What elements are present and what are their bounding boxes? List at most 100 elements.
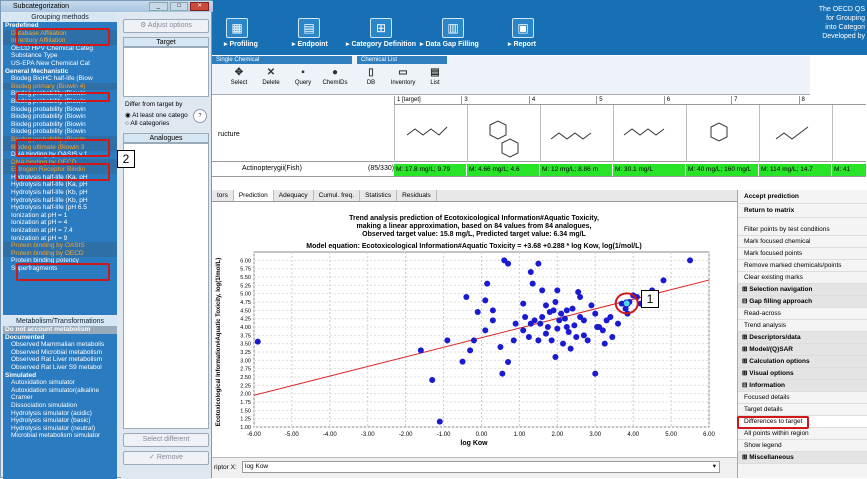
close-icon[interactable]: ✕ — [190, 2, 210, 11]
list-item[interactable]: Hydrolysis half-life (pH 6.5 — [11, 204, 87, 212]
list-button[interactable]: ▤ List — [430, 67, 440, 87]
delete-button[interactable]: ✕ Delete — [262, 67, 280, 87]
remove-marked[interactable]: Remove marked chemicals/points — [738, 260, 867, 272]
descriptor-select[interactable]: log Kow ▾ — [242, 461, 720, 473]
data-cell[interactable]: M: 4.66 mg/L; 4.6 — [467, 164, 539, 176]
filter-points[interactable]: Filter points by test conditions — [738, 224, 867, 236]
structure-cell[interactable] — [759, 105, 832, 162]
all-points-within-region[interactable]: All points within region — [738, 428, 867, 440]
maximize-icon[interactable]: □ — [169, 2, 189, 11]
chemids-button[interactable]: ● ChemIDs — [322, 67, 348, 87]
data-gap-filling-tab[interactable]: ▸ Data Gap Filling — [420, 41, 479, 48]
category-definition-icon[interactable]: ⊞ — [370, 18, 392, 38]
analogues-box[interactable] — [123, 143, 209, 429]
target-details[interactable]: Target details — [738, 404, 867, 416]
structure-cell[interactable] — [467, 105, 540, 162]
list-item[interactable]: Hydrolysis simulator (neutral) — [11, 424, 96, 432]
tab-adequacy[interactable]: Adequacy — [274, 190, 314, 201]
list-item[interactable]: Ionization at pH = 9 — [11, 234, 68, 242]
list-item[interactable]: Predefined — [5, 22, 39, 29]
column-header[interactable]: 8 — [798, 96, 866, 104]
list-item[interactable]: Hydrolysis half-life (Kb, pH — [11, 196, 88, 204]
list-item[interactable]: Documented — [5, 333, 45, 341]
list-item[interactable]: Dissociation simulation — [11, 401, 78, 409]
select-different-button[interactable]: Select different — [123, 433, 209, 447]
list-item[interactable]: Hydrolysis simulator (basic) — [11, 417, 91, 425]
remove-button[interactable]: ✓ Remove — [123, 451, 209, 465]
list-item[interactable]: Hydrolysis half-life (Ka, pH — [11, 181, 88, 189]
option-all-categories[interactable]: ○ All categories — [125, 120, 170, 127]
data-gap-filling-icon[interactable]: ▥ — [442, 18, 464, 38]
section-gap-filling[interactable]: ⊟ Gap filling approach — [738, 296, 867, 308]
tab-statistics[interactable]: Statistics — [360, 190, 398, 201]
tab-cumul-freq[interactable]: Cumul. freq. — [314, 190, 361, 201]
section-selection-navigation[interactable]: ⊞ Selection navigation — [738, 284, 867, 296]
structure-cell[interactable] — [394, 105, 467, 162]
list-item[interactable]: Simulated — [5, 371, 37, 379]
section-visual[interactable]: ⊞ Visual options — [738, 368, 867, 380]
section-model[interactable]: ⊞ Model/(Q)SAR — [738, 344, 867, 356]
structure-cell[interactable] — [686, 105, 759, 162]
list-item[interactable]: Ionization at pH = 4 — [11, 219, 68, 227]
data-cell[interactable]: M: 12 mg/L; 8.86 m — [540, 164, 612, 176]
list-item[interactable]: Observed Rat Liver S9 metabol — [11, 363, 102, 371]
endpoint-tab[interactable]: ▸ Endpoint — [292, 41, 328, 48]
list-item[interactable]: Hydrolysis half-life (Kb, pH — [11, 189, 88, 197]
profiling-icon[interactable]: ▦ — [226, 18, 248, 38]
list-item[interactable]: Estrogen Receptor Bindin — [3, 166, 117, 174]
list-item[interactable]: General Mechanistic — [5, 67, 69, 75]
list-item[interactable]: Biodeg BioHC half-life (Biow — [11, 75, 93, 83]
adjust-options-button[interactable]: ⚙ Adjust options — [123, 19, 209, 33]
list-item[interactable]: Hydrolysis half-life (Ka, pH — [11, 173, 88, 181]
category-definition-tab[interactable]: ▸ Category Definition — [346, 41, 417, 48]
data-cell[interactable]: M: 17.8 mg/L; 9.79 — [394, 164, 466, 176]
report-icon[interactable]: ▣ — [512, 18, 534, 38]
column-header[interactable]: 5 — [596, 96, 663, 104]
list-item[interactable]: Biodeg probability (Biowin — [11, 120, 86, 128]
list-item[interactable]: Biodeg probability (Biowin — [11, 113, 86, 121]
column-header[interactable]: 7 — [731, 96, 798, 104]
list-item[interactable]: DNA binding by OECD — [3, 158, 117, 167]
report-tab[interactable]: ▸ Report — [508, 41, 537, 48]
data-cell[interactable]: M: 40 mg/L; 160 mg/L — [686, 164, 758, 176]
tab-descriptors[interactable]: tors — [212, 190, 234, 201]
trend-analysis[interactable]: Trend analysis — [738, 320, 867, 332]
tab-prediction[interactable]: Prediction — [233, 190, 274, 201]
list-item[interactable]: Ionization at pH = 7.4 — [11, 227, 73, 235]
list-item[interactable]: Observed Rat Liver metabolism — [11, 356, 103, 364]
clear-marks[interactable]: Clear existing marks — [738, 272, 867, 284]
list-item[interactable]: Protein binding potency — [11, 257, 79, 265]
section-miscellaneous[interactable]: ⊞ Miscellaneous — [738, 452, 867, 464]
focused-details[interactable]: Focused details — [738, 392, 867, 404]
tab-residuals[interactable]: Residuals — [397, 190, 437, 201]
list-item[interactable]: US-EPA New Chemical Cat — [11, 59, 90, 67]
list-item[interactable]: Superfragments — [11, 265, 58, 272]
list-item[interactable]: Biodeg primary (Biowin 4) — [3, 82, 117, 91]
select-button[interactable]: ✥ Select — [230, 67, 248, 87]
profiling-tab[interactable]: ▸ Profiling — [224, 41, 258, 48]
option-at-least-one[interactable]: ◉ At least one catego — [125, 112, 188, 119]
read-across[interactable]: Read-across — [738, 308, 867, 320]
return-to-matrix[interactable]: Return to matrix — [738, 204, 867, 218]
list-item[interactable]: OECD HPV Chemical Categ — [11, 44, 93, 52]
list-item[interactable]: Ionization at pH = 1 — [11, 211, 68, 219]
mark-focused-chemical[interactable]: Mark focused chemical — [738, 236, 867, 248]
list-item[interactable]: Hydrolysis simulator (acidic) — [11, 409, 92, 417]
list-item[interactable]: Biodeg ultimate (Biowin 3 — [3, 143, 117, 152]
column-header[interactable]: 1 [target] — [394, 96, 461, 104]
list-item[interactable]: Inventory Affiliation — [3, 37, 117, 45]
section-calculation[interactable]: ⊞ Calculation options — [738, 356, 867, 368]
structure-cell[interactable] — [540, 105, 613, 162]
list-item[interactable]: Database Affiliation — [3, 29, 117, 38]
list-item[interactable]: Biodeg probability (Biowin — [11, 128, 86, 136]
list-item[interactable]: Biodeg probability (Biowin — [11, 105, 86, 113]
column-header[interactable]: 6 — [663, 96, 731, 104]
help-icon[interactable]: ? — [193, 109, 207, 123]
target-box[interactable] — [123, 47, 209, 97]
data-cell[interactable]: M: 114 mg/L; 14.7 — [759, 164, 831, 176]
list-item[interactable]: Protein binding by OECD — [3, 249, 117, 258]
list-item[interactable]: Do not account metabolism — [3, 326, 117, 334]
minimize-icon[interactable]: _ — [149, 2, 168, 11]
list-item[interactable]: DNA binding by OASIS v.1 — [11, 151, 88, 159]
taxon-label[interactable]: Actinopterygii(Fish) — [242, 165, 302, 172]
